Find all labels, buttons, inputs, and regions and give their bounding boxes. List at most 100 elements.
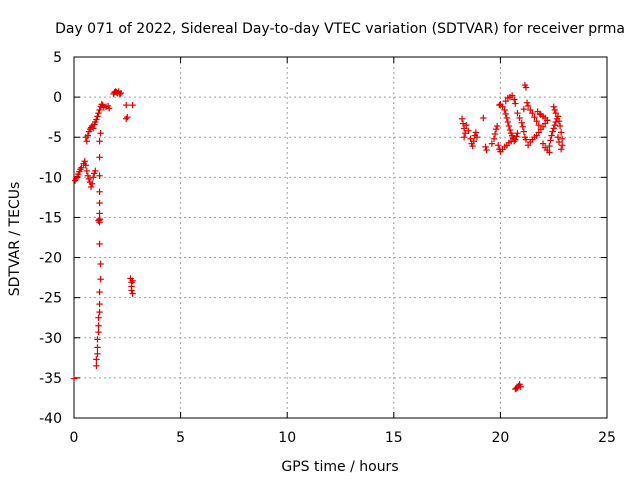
data-point — [463, 121, 470, 129]
data-point — [470, 138, 477, 145]
data-point — [129, 290, 136, 297]
data-point — [96, 308, 103, 316]
data-point — [494, 122, 501, 130]
x-tick-label: 25 — [598, 430, 616, 446]
data-point — [502, 110, 509, 118]
data-point — [488, 140, 496, 147]
data-point — [94, 350, 101, 358]
data-point — [96, 288, 103, 296]
data-point — [520, 105, 528, 113]
data-point — [555, 138, 563, 146]
data-point — [516, 114, 523, 122]
data-point — [96, 138, 103, 145]
data-point — [123, 101, 130, 109]
data-point — [472, 129, 480, 136]
data-point — [84, 172, 92, 179]
axis-ticks — [73, 56, 608, 419]
data-point — [97, 130, 104, 137]
data-point — [501, 106, 508, 114]
data-point — [89, 125, 97, 132]
data-point — [129, 277, 136, 285]
data-point — [559, 142, 566, 149]
y-tick-label: -10 — [39, 170, 62, 186]
data-point — [531, 113, 538, 121]
data-point — [469, 142, 476, 150]
data-point — [518, 119, 525, 126]
y-tick-label: -5 — [48, 130, 62, 146]
data-point — [546, 142, 553, 150]
data-point — [96, 215, 103, 223]
data-point — [128, 287, 135, 294]
data-point — [550, 103, 557, 110]
data-point — [96, 172, 103, 179]
data-point — [552, 109, 560, 117]
data-point — [496, 101, 503, 109]
data-point — [527, 106, 534, 114]
data-point — [78, 164, 85, 171]
data-point — [116, 90, 124, 98]
data-point — [513, 385, 520, 392]
data-point — [117, 89, 125, 97]
data-point — [459, 120, 467, 127]
data-point — [549, 128, 556, 135]
data-point — [129, 101, 136, 109]
data-point — [83, 167, 90, 175]
data-point — [492, 126, 500, 133]
data-point — [524, 142, 532, 149]
data-point — [96, 210, 103, 217]
data-point — [124, 113, 131, 121]
data-point — [95, 109, 102, 117]
data-point — [495, 142, 502, 149]
y-tick-label: -25 — [39, 291, 62, 307]
x-tick-label: 20 — [491, 430, 509, 446]
x-tick-label: 5 — [176, 430, 185, 446]
data-point — [94, 336, 101, 343]
data-point — [551, 121, 558, 129]
data-point — [503, 114, 510, 122]
data-point — [512, 100, 519, 107]
data-point — [559, 135, 566, 143]
data-point — [70, 375, 78, 382]
y-tick-label: -20 — [39, 251, 62, 267]
data-point — [556, 122, 564, 130]
data-point — [93, 356, 100, 363]
data-point — [557, 129, 565, 136]
data-point — [96, 300, 103, 308]
data-point — [84, 132, 92, 139]
data-point — [465, 127, 472, 135]
data-point — [555, 117, 563, 125]
y-tick-label: -40 — [39, 411, 62, 427]
y-tick-label: 0 — [53, 90, 62, 106]
data-point — [491, 130, 499, 138]
data-point — [490, 135, 498, 143]
y-tick-label: -35 — [39, 371, 62, 387]
data-point — [505, 122, 513, 130]
data-point — [96, 240, 103, 248]
x-axis-label: GPS time / hours — [281, 459, 398, 475]
data-point — [519, 123, 526, 130]
data-point — [88, 180, 96, 187]
data-point — [535, 129, 542, 136]
x-tick-label: 0 — [70, 430, 79, 446]
data-point — [95, 322, 102, 329]
data-point — [499, 103, 506, 110]
data-point — [522, 84, 530, 91]
data-point — [509, 134, 517, 142]
data-point — [533, 132, 540, 139]
data-point — [554, 134, 562, 141]
data-point — [520, 128, 528, 135]
data-point — [511, 96, 518, 103]
y-tick-label: 5 — [53, 50, 62, 66]
data-point — [94, 344, 101, 351]
data-point — [483, 146, 490, 154]
data-point — [98, 101, 105, 108]
data-point — [83, 138, 90, 145]
data-point — [551, 106, 558, 114]
data-point — [506, 126, 514, 134]
data-point — [93, 116, 100, 123]
y-tick-labels: 5 0 -5 -10 -15 -20 -25 -30 -35 -40 — [39, 50, 62, 427]
data-point — [473, 134, 481, 141]
data-point — [517, 383, 524, 390]
data-point — [89, 174, 97, 181]
data-point — [480, 114, 487, 122]
